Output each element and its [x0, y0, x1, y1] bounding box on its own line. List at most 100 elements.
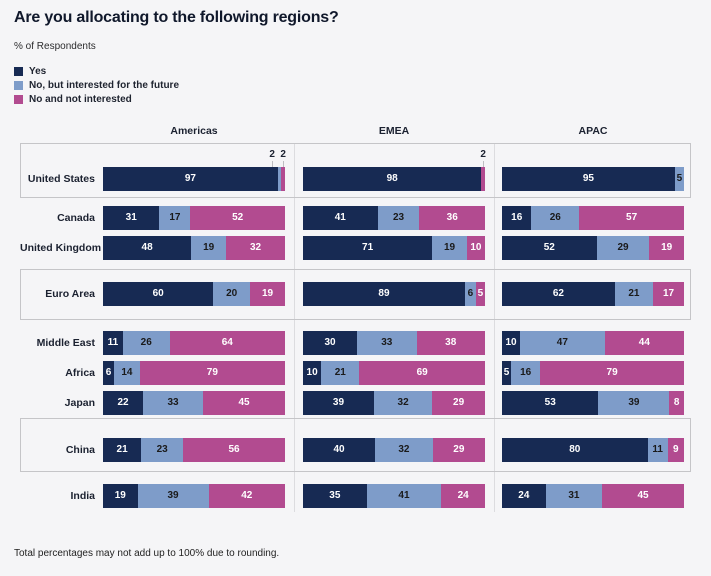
segment-label: 19: [261, 288, 274, 299]
legend-item: No and not interested: [14, 92, 179, 106]
bar-segment: 39: [598, 391, 670, 415]
bar-segment: 36: [419, 206, 485, 230]
bar-segment: 39: [303, 391, 374, 415]
bar-apac: 53 39 8: [502, 391, 684, 415]
bar-segment: 19: [103, 484, 138, 508]
bar-segment: 5: [502, 361, 512, 385]
segment-label: 79: [606, 367, 618, 378]
bar-segment: 5: [475, 282, 485, 306]
segment-label: 10: [505, 337, 517, 348]
bar-segment: 21: [103, 438, 142, 462]
bar-segment: 89: [303, 282, 465, 306]
segment-label: 14: [121, 367, 133, 378]
segment-label: 32: [250, 242, 262, 253]
segment-label: 8: [673, 397, 680, 408]
bar-segment: 32: [373, 391, 433, 415]
segment-label: 36: [446, 212, 458, 223]
segment-label: 5: [477, 288, 484, 299]
bar-emea: 40 32 29: [303, 438, 485, 462]
bar-apac: 62 21 17: [502, 282, 684, 306]
bar-segment: 53: [502, 391, 599, 415]
segment-label: 38: [445, 337, 457, 348]
segment-label: 30: [324, 337, 336, 348]
segment-label: 29: [453, 397, 465, 408]
bar-segment: 57: [579, 206, 684, 230]
row-label: Canada: [57, 212, 95, 224]
bar-emea: 41 23 36: [303, 206, 485, 230]
segment-label: 56: [228, 444, 240, 455]
bar-segment: 64: [169, 331, 285, 355]
bar-emea: 35 41 24: [303, 484, 485, 508]
bar-americas: 11 26 64: [103, 331, 285, 355]
bar-segment: 6: [464, 282, 476, 306]
bar-segment: 10: [502, 331, 521, 355]
segment-label: 21: [334, 367, 346, 378]
bar-segment: 35: [303, 484, 367, 508]
bar-segment: 79: [540, 361, 684, 385]
segment-label: 60: [152, 288, 164, 299]
segment-label: 39: [332, 397, 345, 408]
segment-label: 26: [549, 212, 561, 223]
segment-label: 22: [117, 397, 129, 408]
column-header-americas: Americas: [170, 125, 218, 137]
segment-label: 11: [652, 444, 663, 455]
bar-segment: 31: [545, 484, 603, 508]
bar-segment: 32: [226, 236, 285, 260]
column-divider: [293, 143, 295, 512]
segment-label: 20: [226, 288, 238, 299]
bar-segment: 39: [137, 484, 209, 508]
bar-apac: 5 16 79: [502, 361, 684, 385]
bar-segment: 17: [653, 282, 684, 306]
row-label: China: [65, 444, 95, 456]
bar-segment: 19: [649, 236, 684, 260]
bar-segment: 47: [520, 331, 605, 355]
bar-segment: 24: [502, 484, 546, 508]
legend: Yes No, but interested for the future No a…: [14, 64, 179, 106]
bar-segment: 69: [359, 361, 485, 385]
segment-label: 19: [114, 490, 126, 501]
segment-label: 29: [617, 242, 629, 253]
bar-segment: 40: [303, 438, 376, 462]
segment-label: 10: [306, 367, 318, 378]
row-label: Middle East: [36, 337, 95, 349]
segment-label: 79: [206, 367, 218, 378]
segment-label: 52: [232, 212, 244, 223]
bar-segment: 62: [502, 282, 615, 306]
highlight-box: [20, 143, 691, 198]
bar-segment: 24: [441, 484, 485, 508]
bar-segment: 19: [250, 282, 285, 306]
bar-segment: 29: [596, 236, 650, 260]
bar-segment: 71: [303, 236, 433, 260]
segment-label: 42: [241, 490, 253, 501]
segment-label: 16: [511, 212, 523, 223]
row-label: United Kingdom: [20, 242, 102, 254]
bar-segment: 52: [190, 206, 285, 230]
segment-label: 24: [518, 490, 530, 501]
segment-label: 64: [221, 337, 233, 348]
segment-label: 21: [628, 288, 640, 299]
bar-apac: 16 26 57: [502, 206, 684, 230]
segment-label: 26: [140, 337, 152, 348]
bar-segment: 14: [114, 361, 140, 385]
segment-label: 10: [470, 242, 482, 253]
segment-label: 98: [386, 173, 398, 184]
bar-segment: 26: [122, 331, 170, 355]
bar-segment: 20: [213, 282, 251, 306]
segment-label: 32: [397, 397, 409, 408]
bar-apac: 24 31 45: [502, 484, 684, 508]
bar-segment: [277, 167, 282, 191]
bar-segment: 95: [502, 167, 675, 191]
segment-label: 41: [398, 490, 410, 501]
segment-label: 71: [362, 242, 374, 253]
bar-segment: 42: [208, 484, 285, 508]
segment-label: 57: [626, 212, 638, 223]
bar-segment: 45: [203, 391, 285, 415]
segment-label: 52: [543, 242, 555, 253]
segment-label: 33: [381, 337, 393, 348]
bar-segment: 10: [466, 236, 485, 260]
segment-label: 44: [638, 337, 650, 348]
legend-item: No, but interested for the future: [14, 78, 179, 92]
legend-item: Yes: [14, 64, 179, 78]
bar-segment: 23: [141, 438, 184, 462]
segment-label: 23: [156, 444, 168, 455]
